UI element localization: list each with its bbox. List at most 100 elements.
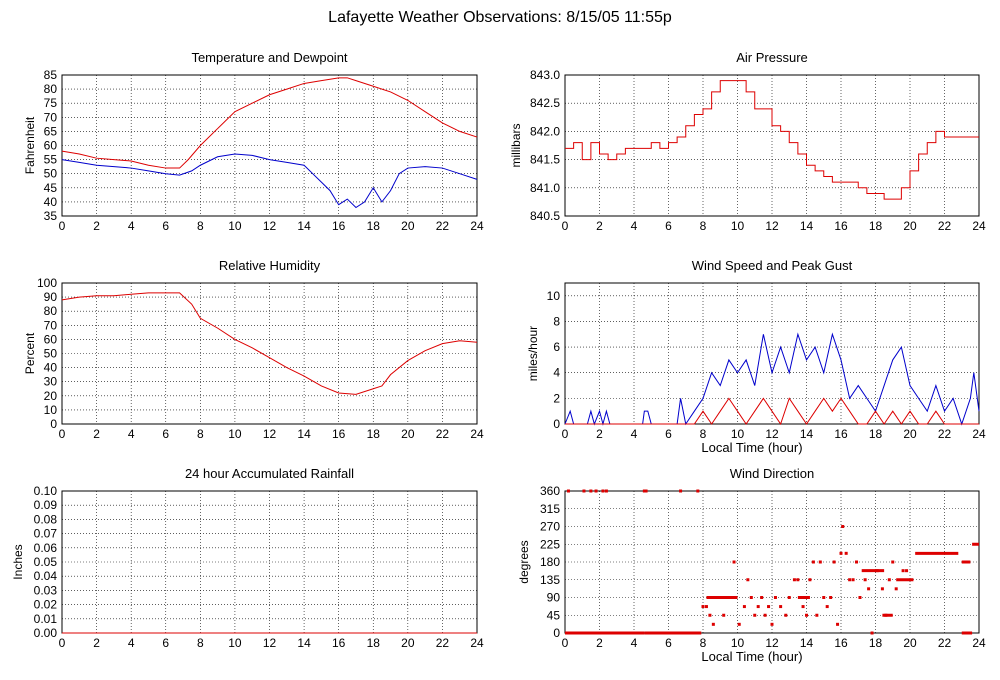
wind-direction-point xyxy=(742,605,746,609)
humidity-y-tick-label: 10 xyxy=(44,403,58,417)
wind-speed-y-tick-label: 10 xyxy=(547,289,561,303)
wind-direction-point xyxy=(848,578,852,582)
rainfall-y-tick-label: 0.03 xyxy=(34,583,58,597)
wind-speed-x-tick-label: 0 xyxy=(562,427,569,441)
wind-direction-x-axis-label: Local Time (hour) xyxy=(701,649,802,664)
temp-series-line-1 xyxy=(61,153,478,209)
wind-direction-x-tick-label: 0 xyxy=(562,636,569,650)
temp-x-tick-label: 4 xyxy=(128,219,135,233)
pressure-y-tick-label: 841.0 xyxy=(530,181,560,195)
temp-y-tick-label: 40 xyxy=(44,195,58,209)
wind-direction-point xyxy=(792,578,796,582)
wind-direction-point xyxy=(767,605,771,609)
humidity-x-tick-label: 4 xyxy=(128,427,135,441)
wind-direction-x-tick-label: 10 xyxy=(731,636,745,650)
wind-direction-point xyxy=(805,613,808,617)
wind-direction-point xyxy=(760,596,764,599)
rainfall-x-tick-label: 2 xyxy=(93,636,100,650)
rainfall-y-tick-label: 0.06 xyxy=(34,541,58,555)
wind-speed-y-tick-label: 4 xyxy=(553,366,560,380)
wind-direction-point xyxy=(582,489,586,493)
humidity-x-tick-label: 10 xyxy=(228,427,242,441)
pressure-y-tick-label: 840.5 xyxy=(530,209,560,223)
wind-direction-point xyxy=(729,596,733,599)
wind-direction-point xyxy=(749,596,753,599)
temp-series-line-0 xyxy=(61,77,478,169)
wind-direction-point xyxy=(863,578,867,582)
wind-speed-y-tick-label: 6 xyxy=(553,340,560,354)
wind-direction-point xyxy=(753,613,757,617)
pressure-plot-frame xyxy=(564,74,980,217)
wind-direction-point xyxy=(604,489,608,493)
wind-direction-y-tick-label: 180 xyxy=(540,555,560,569)
wind-direction-x-tick-label: 12 xyxy=(765,636,779,650)
page-title: Lafayette Weather Observations: 8/15/05 … xyxy=(328,9,672,26)
humidity-title: Relative Humidity xyxy=(219,258,321,273)
rainfall-y-tick-label: 0.01 xyxy=(34,612,58,626)
wind-direction-point xyxy=(763,613,767,617)
pressure-x-tick-label: 4 xyxy=(631,219,638,233)
temp-x-tick-label: 6 xyxy=(162,219,169,233)
rainfall-x-tick-label: 22 xyxy=(436,636,450,650)
wind-speed-x-tick-label: 2 xyxy=(596,427,603,441)
humidity-plot-frame xyxy=(61,282,478,425)
humidity-y-tick-label: 20 xyxy=(44,389,58,403)
wind-direction-point xyxy=(642,489,646,493)
wind-speed-x-tick-label: 12 xyxy=(765,427,779,441)
wind-direction-plot-frame xyxy=(564,490,980,634)
rainfall-x-tick-label: 6 xyxy=(162,636,169,650)
wind-direction-point xyxy=(870,631,874,635)
wind-direction-point xyxy=(829,596,833,599)
wind-direction-point xyxy=(905,569,909,573)
wind-speed-x-tick-label: 18 xyxy=(869,427,883,441)
rainfall-y-tick-label: 0.09 xyxy=(34,498,58,512)
wind-direction-point xyxy=(644,489,648,493)
rainfall-x-tick-label: 12 xyxy=(263,636,277,650)
pressure-y-tick-label: 842.0 xyxy=(530,124,560,138)
pressure-y-axis-label: millibars xyxy=(509,123,523,167)
wind-direction-title: Wind Direction xyxy=(730,466,815,481)
wind-speed-y-axis-label: miles/hour xyxy=(526,326,540,381)
wind-direction-point xyxy=(832,560,836,564)
wind-direction-point xyxy=(875,569,879,573)
wind-direction-y-tick-label: 90 xyxy=(547,591,561,605)
wind-speed-x-tick-label: 8 xyxy=(700,427,707,441)
humidity-x-tick-label: 12 xyxy=(263,427,277,441)
rainfall-x-tick-label: 10 xyxy=(228,636,242,650)
humidity-x-tick-label: 2 xyxy=(93,427,100,441)
humidity-y-tick-label: 50 xyxy=(44,347,58,361)
wind-direction-point xyxy=(711,622,715,626)
rainfall-y-tick-label: 0.08 xyxy=(34,512,58,526)
rainfall-x-tick-label: 18 xyxy=(367,636,381,650)
pressure-x-tick-label: 2 xyxy=(596,219,603,233)
rainfall-x-tick-label: 20 xyxy=(401,636,415,650)
temp-x-tick-label: 12 xyxy=(263,219,277,233)
humidity-y-tick-label: 90 xyxy=(44,290,58,304)
wind-direction-point xyxy=(787,596,791,599)
pressure-y-tick-label: 841.5 xyxy=(530,153,560,167)
wind-direction-x-tick-label: 22 xyxy=(938,636,952,650)
wind-direction-point xyxy=(784,613,788,617)
wind-direction-point xyxy=(566,489,570,493)
wind-direction-point xyxy=(737,622,741,626)
wind-speed-x-tick-label: 24 xyxy=(972,427,986,441)
wind-direction-x-tick-label: 2 xyxy=(596,636,603,650)
wind-direction-point xyxy=(696,489,700,493)
pressure-x-tick-label: 18 xyxy=(869,219,883,233)
pressure-series-line-0 xyxy=(565,80,979,200)
humidity-x-tick-label: 18 xyxy=(367,427,381,441)
wind-speed-series-line-1 xyxy=(565,397,979,426)
wind-direction-x-tick-label: 24 xyxy=(972,636,986,650)
rainfall-y-tick-label: 0.04 xyxy=(34,569,58,583)
wind-direction-point xyxy=(779,605,783,609)
wind-direction-point xyxy=(746,578,750,582)
wind-direction-point xyxy=(844,551,848,555)
temp-y-tick-label: 75 xyxy=(44,96,58,110)
rainfall-x-tick-label: 14 xyxy=(297,636,311,650)
wind-direction-x-tick-label: 20 xyxy=(903,636,917,650)
humidity-x-tick-label: 24 xyxy=(470,427,484,441)
